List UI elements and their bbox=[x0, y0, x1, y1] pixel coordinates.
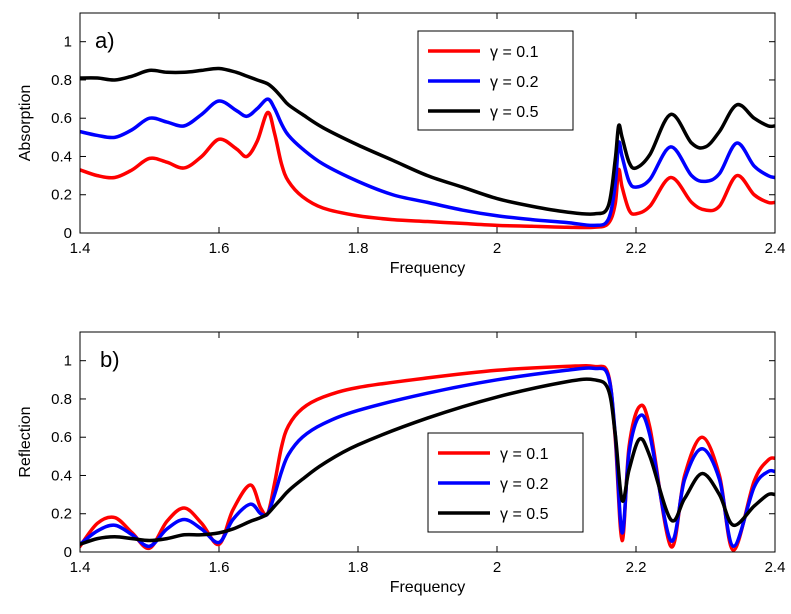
y-tick-label: 0.8 bbox=[51, 391, 72, 408]
chart-panel-1: 1.4 1.6 1.8 2 2.2 2.4 0 0.2 0.4 0.6 0.8 1 Frequency A… bbox=[17, 12, 786, 277]
x-tick-label: 1.4 bbox=[70, 559, 91, 576]
x-tick-label: 2.4 bbox=[765, 559, 786, 576]
x-tick-label: 1.8 bbox=[348, 240, 369, 257]
y-tick-label: 0.2 bbox=[51, 187, 72, 204]
x-tick-label: 2.2 bbox=[626, 240, 647, 257]
x-tick-label: 1.6 bbox=[209, 240, 230, 257]
x-tick-label: 2.4 bbox=[765, 240, 786, 257]
y-tick-label: 1 bbox=[64, 34, 72, 51]
plot-frame bbox=[79, 12, 776, 234]
y-tick-label: 0 bbox=[64, 544, 72, 561]
x-tick-label: 1.8 bbox=[348, 559, 369, 576]
chart-panel-2: 1.4 1.6 1.8 2 2.2 2.4 0 0.2 0.4 0.6 0.8 1 Frequency R… bbox=[17, 331, 786, 596]
y-tick-label: 0.4 bbox=[51, 467, 72, 484]
x-tick-label: 1.6 bbox=[209, 559, 230, 576]
series-line-2 bbox=[80, 366, 775, 549]
y-tick-label: 0 bbox=[64, 225, 72, 242]
y-tick-label: 0.6 bbox=[51, 429, 72, 446]
series-line-3 bbox=[80, 377, 775, 547]
y-tick-label: 0.8 bbox=[51, 72, 72, 89]
legend: γ = 0.1 γ = 0.2 γ = 0.5 bbox=[427, 432, 584, 533]
series-line-1 bbox=[80, 110, 775, 230]
panel-label: a) bbox=[95, 28, 115, 53]
series-line-2 bbox=[80, 97, 775, 228]
x-tick-label: 2.2 bbox=[626, 559, 647, 576]
x-tick-label: 2 bbox=[493, 240, 501, 257]
y-axis-label: Reflection bbox=[17, 406, 34, 477]
y-axis-label: Absorption bbox=[17, 85, 34, 162]
y-tick-label: 0.6 bbox=[51, 110, 72, 127]
legend-entry-label: γ = 0.1 bbox=[500, 446, 549, 463]
legend: γ = 0.1 γ = 0.2 γ = 0.5 bbox=[417, 30, 574, 131]
y-tick-label: 1 bbox=[64, 353, 72, 370]
legend-entry-label: γ = 0.2 bbox=[500, 476, 549, 493]
y-tick-label: 0.4 bbox=[51, 148, 72, 165]
x-axis-label: Frequency bbox=[390, 260, 466, 277]
legend-entry-label: γ = 0.1 bbox=[490, 44, 539, 61]
panel-label: b) bbox=[100, 347, 120, 372]
x-tick-label: 1.4 bbox=[70, 240, 91, 257]
x-tick-label: 2 bbox=[493, 559, 501, 576]
plot-frame bbox=[79, 331, 776, 553]
legend-entry-label: γ = 0.2 bbox=[490, 74, 539, 91]
x-axis-label: Frequency bbox=[390, 579, 466, 596]
legend-entry-label: γ = 0.5 bbox=[500, 506, 549, 523]
y-tick-label: 0.2 bbox=[51, 506, 72, 523]
series-line-3 bbox=[80, 66, 775, 216]
legend-entry-label: γ = 0.5 bbox=[490, 104, 539, 121]
